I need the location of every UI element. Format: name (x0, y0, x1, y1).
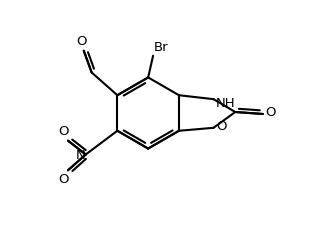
Text: O: O (58, 173, 68, 186)
Text: O: O (216, 120, 227, 133)
Text: O: O (265, 106, 275, 119)
Text: O: O (76, 35, 87, 48)
Text: O: O (58, 125, 68, 138)
Text: NH: NH (215, 97, 235, 110)
Text: N: N (76, 149, 86, 162)
Text: Br: Br (154, 41, 169, 54)
